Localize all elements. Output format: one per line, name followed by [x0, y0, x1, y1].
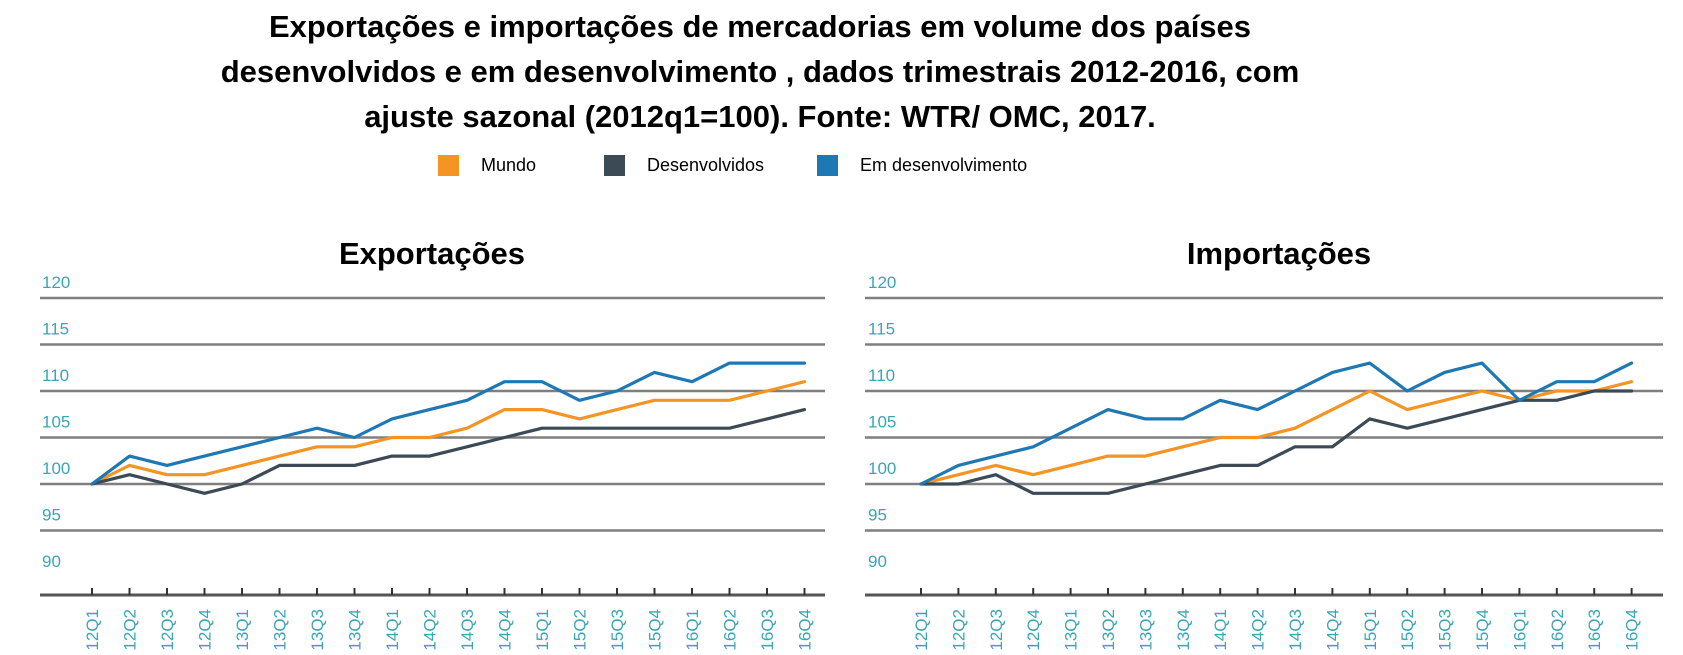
x-tick-label: 12Q4: [1024, 609, 1043, 651]
x-tick-label: 12Q1: [912, 609, 931, 651]
y-tick-label: 115: [868, 320, 895, 339]
x-tick-label: 16Q2: [1548, 609, 1567, 651]
y-tick-label: 120: [868, 273, 896, 292]
title-line-3: ajuste sazonal (2012q1=100). Fonte: WTR/…: [364, 99, 1156, 134]
x-tick-label: 16Q4: [1623, 609, 1642, 651]
series-line-em-desenvolvimento: [919, 361, 1634, 486]
legend-item-desenvolvidos: Desenvolvidos: [604, 153, 764, 177]
legend-swatch-em-desenvolvimento: [817, 154, 838, 176]
y-tick-label: 105: [42, 413, 70, 432]
x-tick-label: 15Q4: [646, 609, 665, 651]
x-tick-label: 15Q3: [608, 609, 627, 651]
y-tick-label: 115: [42, 320, 69, 339]
y-tick-label: 110: [42, 366, 69, 385]
x-tick-label: 13Q3: [308, 609, 327, 651]
x-tick-label: 12Q1: [83, 609, 102, 651]
x-tick-label: 16Q1: [683, 609, 702, 651]
x-tick-label: 13Q1: [1062, 609, 1081, 651]
chart-title-exportacoes: Exportações: [338, 236, 526, 271]
chart-title-importacoes: Importações: [1186, 236, 1372, 271]
x-tick-label: 14Q4: [496, 609, 515, 651]
x-tick-label: 12Q4: [196, 609, 215, 651]
x-tick-label: 14Q4: [1323, 609, 1342, 651]
x-tick-label: 15Q1: [533, 609, 552, 651]
x-tick-label: 15Q1: [1361, 609, 1380, 651]
x-tick-label: 12Q2: [121, 609, 140, 651]
x-tick-label: 12Q3: [987, 609, 1006, 651]
legend-swatch-desenvolvidos: [604, 154, 625, 176]
title-line-2: desenvolvidos e em desenvolvimento , dad…: [220, 54, 1300, 89]
x-tick-label: 14Q3: [1286, 609, 1305, 651]
series-line-em-desenvolvimento: [90, 361, 807, 486]
x-tick-label: 13Q4: [1174, 609, 1193, 651]
y-tick-label: 95: [42, 506, 61, 525]
y-tick-label: 120: [42, 273, 70, 292]
legend-label-em-desenvolvimento: Em desenvolvimento: [860, 154, 1028, 175]
x-tick-label: 14Q2: [1249, 609, 1268, 651]
legend-item-mundo: Mundo: [438, 153, 536, 177]
x-tick-label: 13Q4: [346, 609, 365, 651]
x-tick-label: 14Q3: [458, 609, 477, 651]
x-tick-label: 16Q2: [721, 609, 740, 651]
x-tick-label: 14Q2: [421, 609, 440, 651]
series-line-desenvolvidos: [919, 389, 1634, 495]
x-tick-label: 16Q3: [1585, 609, 1604, 651]
y-tick-label: 100: [42, 459, 70, 478]
x-tick-label: 13Q2: [271, 609, 290, 651]
y-tick-label: 100: [868, 459, 896, 478]
title-line-1: Exportações e importações de mercadorias…: [268, 9, 1252, 44]
legend-label-mundo: Mundo: [481, 154, 537, 175]
x-tick-label: 12Q2: [949, 609, 968, 651]
legend-swatch-mundo: [438, 154, 459, 176]
x-tick-label: 13Q2: [1099, 609, 1118, 651]
series-line-desenvolvidos: [90, 408, 807, 495]
legend-label-desenvolvidos: Desenvolvidos: [647, 154, 765, 175]
x-tick-label: 15Q2: [1398, 609, 1417, 651]
x-tick-label: 15Q4: [1473, 609, 1492, 651]
x-tick-label: 16Q4: [796, 609, 815, 651]
x-tick-label: 14Q1: [1211, 609, 1230, 651]
y-tick-label: 90: [42, 552, 61, 571]
y-tick-label: 95: [868, 506, 887, 525]
y-tick-label: 90: [868, 552, 887, 571]
y-tick-label: 110: [868, 366, 895, 385]
x-tick-label: 16Q3: [758, 609, 777, 651]
x-tick-label: 16Q1: [1510, 609, 1529, 651]
x-tick-label: 13Q3: [1136, 609, 1155, 651]
series-line-mundo: [90, 380, 807, 486]
x-tick-label: 12Q3: [158, 609, 177, 651]
legend-item-em-desenvolvimento: Em desenvolvimento: [817, 153, 1027, 177]
x-tick-label: 13Q1: [233, 609, 252, 651]
y-tick-label: 105: [868, 413, 896, 432]
x-tick-label: 14Q1: [383, 609, 402, 651]
series-line-mundo: [919, 380, 1634, 486]
importacoes-chart: 90 95 100 105 110 115 120 12Q1 12Q2 12Q3 12Q4 13Q1 1…: [865, 273, 1663, 651]
page-title: Exportações e importações de mercadorias…: [180, 4, 1340, 139]
x-tick-label: 15Q3: [1436, 609, 1455, 651]
x-tick-label: 15Q2: [571, 609, 590, 651]
exportacoes-chart: 90 95 100 105 110 115 120 12Q1 12Q2 12Q3 12Q4 13Q1 1…: [40, 273, 825, 651]
